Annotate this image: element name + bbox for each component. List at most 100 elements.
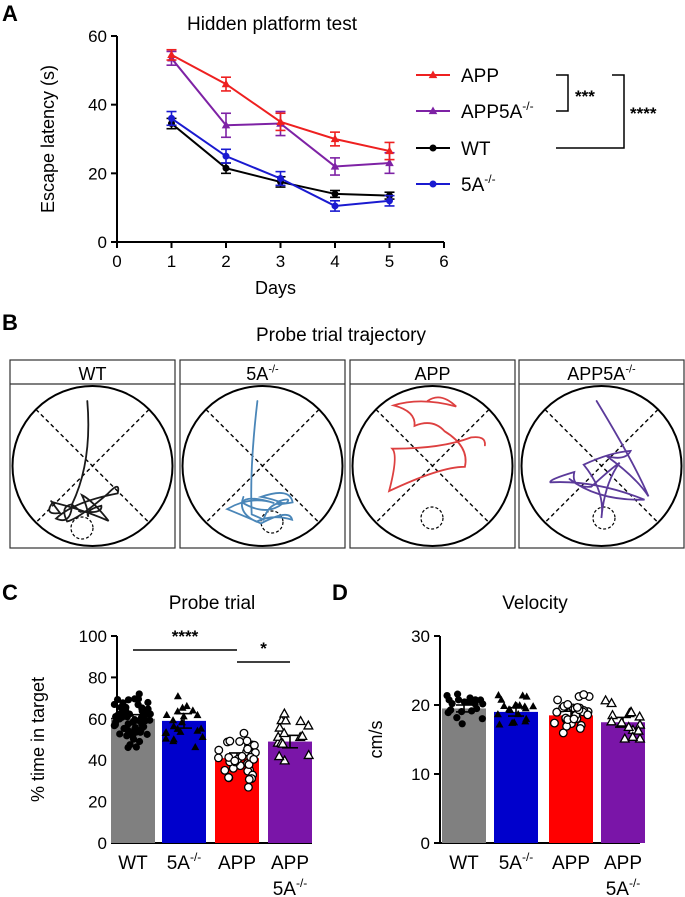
data-point [447,706,455,714]
data-point [277,174,284,182]
data-point [331,190,339,198]
data-point [295,715,307,726]
y-axis-label: % time in target [28,677,48,802]
data-point [173,707,182,715]
trajectory-frame [179,359,346,549]
panel-d-title: Velocity [502,593,568,614]
data-point [173,692,182,700]
category-label: APP [552,853,590,874]
swim-path [48,400,120,523]
trajectory-panel: APP5A-/- [518,359,685,549]
data-point [616,716,628,727]
data-point [276,117,285,125]
data-point [131,723,139,732]
x-tick-label: 6 [439,252,448,271]
pool-circle [181,385,344,547]
data-point [182,701,191,710]
data-point [188,706,197,714]
platform-zone [70,516,94,540]
data-point [243,744,253,754]
quadrant-divider [35,408,150,524]
significance-label: * [260,639,267,658]
legend-label-APP: APP [461,66,499,87]
platform-zone [420,506,444,530]
data-point [126,741,134,749]
pool-circle [520,385,683,547]
data-point [478,715,486,723]
data-point [493,710,502,718]
data-point [118,711,126,719]
platform-zone [260,510,284,534]
y-axis-label: Escape latency (s) [38,65,58,213]
series-5A [166,110,395,212]
y-tick-label: 0 [98,834,107,853]
data-point [454,696,463,704]
trajectory-frame [9,359,176,549]
data-point [552,707,562,717]
data-point [169,736,178,745]
y-tick-label: 20 [88,793,107,812]
data-point [221,79,231,88]
data-point [168,114,175,122]
trajectory-label: APP5A-/- [567,363,636,384]
data-point [607,709,618,720]
quadrant-divider [544,408,659,524]
trajectory-panel: APP [349,359,516,549]
data-point [242,736,252,746]
trajectory-frame [518,359,685,549]
data-point [112,718,120,726]
panel-b-title: Probe trial trajectory [256,325,427,346]
data-point [249,754,259,764]
data-point [273,750,285,761]
data-point [146,716,154,724]
data-point [460,698,469,706]
data-point [505,705,514,713]
y-tick-label: 80 [88,668,107,687]
data-point [330,161,340,170]
data-point [230,756,240,766]
data-point [116,730,124,738]
trajectory-panel: WT [9,359,176,549]
panel-letter-c: C [2,580,18,605]
data-point [514,710,523,718]
swim-path [549,400,650,519]
panel-letter-a: A [2,1,18,26]
data-point [120,724,128,733]
y-tick-label: 10 [411,765,430,784]
data-point [521,717,530,725]
data-point [302,719,314,730]
x-tick-label: 2 [221,252,230,271]
trajectory-frame [349,359,516,549]
x-tick-label: 0 [112,252,121,271]
pool-circle [351,385,514,547]
data-point [497,695,506,703]
data-point [193,726,202,734]
data-point [124,696,133,704]
data-point [625,706,637,717]
category-label: 5A-/- [606,876,641,897]
x-tick-label: 5 [385,252,394,271]
data-point [144,698,152,707]
data-point [386,197,393,205]
pool-circle [11,385,174,547]
data-point [220,765,230,775]
quadrant-divider [205,408,320,524]
data-point [385,158,394,167]
platform-zone [592,506,616,530]
series-line-APP [171,54,390,152]
data-point [453,690,462,698]
x-tick-label: 1 [167,252,176,271]
data-point [277,737,289,748]
panel-c-title: Probe trial [169,593,256,614]
y-tick-label: 100 [79,627,107,646]
data-point [508,718,517,726]
category-label: APP [218,853,256,874]
trajectory-panels: WT 5A-/- APP APP5A-/- [9,359,685,549]
y-tick-label: 40 [88,96,107,115]
data-point [143,730,151,738]
significance-bracket-app-vs-app5a [556,74,569,112]
trajectory-label: APP [414,364,450,384]
y-tick-label: 40 [88,751,107,770]
